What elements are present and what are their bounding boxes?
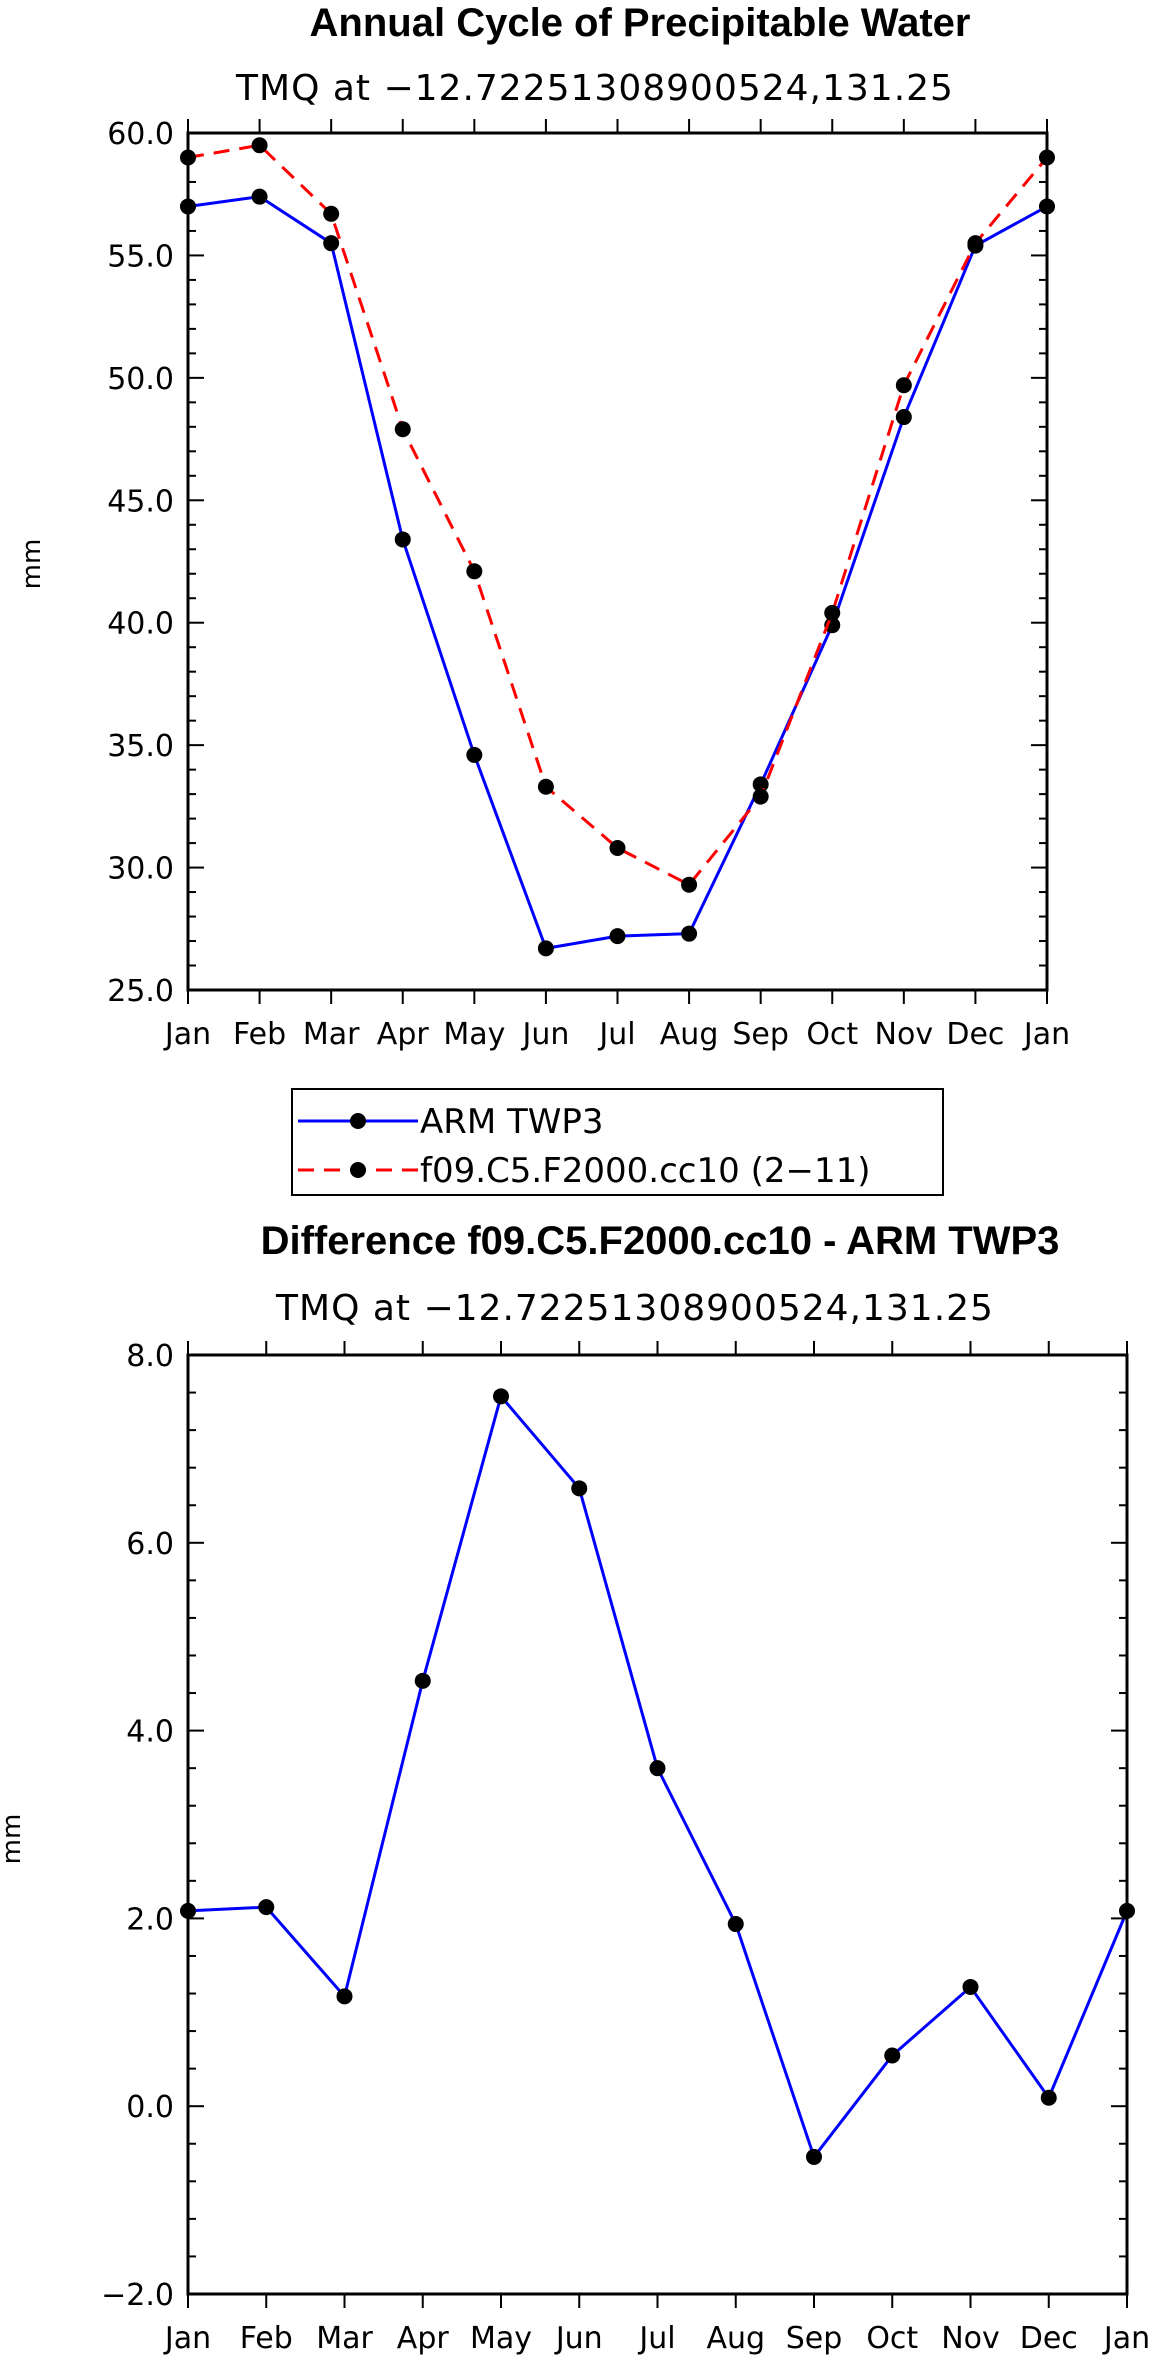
x-tick-label: Dec	[1020, 2321, 1078, 2356]
legend-box	[291, 1088, 944, 1196]
y-tick-label: 0.0	[126, 2090, 174, 2125]
x-tick-label: Jan	[1102, 2321, 1150, 2356]
plot-frame	[186, 1353, 1129, 2296]
x-tick-label: Sep	[732, 1017, 789, 1052]
x-tick-label: Jun	[520, 1017, 569, 1052]
data-point	[1040, 2089, 1057, 2106]
y-tick-label: 35.0	[107, 729, 174, 764]
top-chart-ylabel: mm	[17, 539, 47, 590]
data-point	[649, 1760, 666, 1777]
bottom-chart-ylabel: mm	[0, 1814, 27, 1865]
data-point	[895, 409, 912, 426]
x-tick-label: Jul	[597, 1017, 635, 1052]
data-point	[180, 1902, 196, 1919]
x-tick-label: Apr	[397, 2321, 450, 2356]
y-tick-label: 25.0	[107, 974, 174, 1009]
data-point	[571, 1480, 588, 1497]
y-tick-label: 30.0	[107, 852, 174, 887]
data-point	[895, 377, 912, 394]
top-chart-subtitle: TMQ at −12.72251308900524,131.25	[235, 68, 954, 109]
x-tick-label: Dec	[946, 1017, 1004, 1052]
bottom-chart-title: Difference f09.C5.F2000.cc10 - ARM TWP3	[261, 1219, 1060, 1263]
x-tick-label: Jan	[163, 1017, 211, 1052]
y-tick-label: 55.0	[107, 239, 174, 274]
data-point	[537, 940, 554, 957]
top-chart-title: Annual Cycle of Precipitable Water	[310, 1, 971, 45]
data-point	[251, 188, 268, 205]
y-tick-label: 45.0	[107, 484, 174, 519]
data-point	[323, 235, 340, 252]
data-point	[414, 1672, 431, 1689]
y-tick-label: 40.0	[107, 607, 174, 642]
data-point	[681, 876, 698, 893]
data-point	[727, 1916, 744, 1933]
data-point	[258, 1899, 275, 1916]
data-point	[493, 1388, 509, 1405]
x-tick-label: May	[443, 1017, 505, 1052]
legend-marker-arm	[350, 1113, 366, 1129]
bottom-chart-subtitle: TMQ at −12.72251308900524,131.25	[275, 1288, 994, 1329]
data-point	[806, 2148, 822, 2165]
y-tick-label: 50.0	[107, 362, 174, 397]
data-point	[609, 928, 626, 945]
x-tick-label: Nov	[941, 2321, 1000, 2356]
data-point	[681, 925, 698, 942]
data-point	[824, 604, 841, 621]
y-tick-label: 60.0	[107, 117, 174, 152]
series-line-0	[187, 195, 1048, 950]
x-tick-label: Apr	[377, 1017, 430, 1052]
data-point	[466, 746, 483, 763]
x-tick-label: Oct	[806, 1017, 858, 1052]
data-point	[323, 205, 340, 222]
data-point	[394, 421, 411, 438]
y-tick-label: 8.0	[126, 1339, 174, 1374]
x-tick-label: May	[470, 2321, 532, 2356]
data-point	[884, 2047, 901, 2064]
data-point	[752, 776, 769, 793]
legend-marker-model	[350, 1162, 366, 1178]
x-tick-label: Jan	[1022, 1017, 1070, 1052]
x-tick-label: Oct	[866, 2321, 918, 2356]
series-line-1	[187, 143, 1049, 887]
x-tick-label: Feb	[233, 1017, 286, 1052]
x-tick-label: Jul	[637, 2321, 675, 2356]
y-tick-label: 6.0	[126, 1527, 174, 1562]
x-tick-label: Aug	[660, 1017, 719, 1052]
bottom-chart: Difference f09.C5.F2000.cc10 - ARM TWP3 …	[0, 1219, 1150, 2356]
x-tick-label: Nov	[875, 1017, 934, 1052]
data-point	[967, 235, 984, 252]
x-tick-label: Mar	[316, 2321, 373, 2356]
data-point	[394, 531, 411, 548]
y-tick-label: 4.0	[126, 1715, 174, 1750]
x-tick-label: Aug	[706, 2321, 765, 2356]
data-point	[537, 778, 554, 795]
data-point	[1119, 1902, 1135, 1919]
data-point	[609, 839, 626, 856]
data-point	[752, 788, 769, 805]
legend-label-arm: ARM TWP3	[420, 1102, 604, 1142]
data-point	[336, 1988, 353, 2005]
data-point	[251, 137, 268, 154]
y-tick-label: −2.0	[101, 2278, 174, 2313]
x-tick-label: Jan	[163, 2321, 211, 2356]
data-point	[466, 563, 483, 580]
x-tick-label: Mar	[303, 1017, 360, 1052]
top-chart-legend: ARM TWP3 f09.C5.F2000.cc10 (2−11)	[291, 1088, 944, 1196]
data-point	[962, 1978, 979, 1995]
x-tick-label: Jun	[554, 2321, 603, 2356]
series-line-0	[187, 1394, 1129, 2159]
x-tick-label: Feb	[240, 2321, 293, 2356]
y-tick-label: 2.0	[126, 1902, 174, 1937]
plot-frame	[186, 131, 1049, 992]
legend-label-model: f09.C5.F2000.cc10 (2−11)	[420, 1151, 870, 1191]
x-tick-label: Sep	[786, 2321, 843, 2356]
top-chart: Annual Cycle of Precipitable Water TMQ a…	[17, 1, 1070, 1052]
